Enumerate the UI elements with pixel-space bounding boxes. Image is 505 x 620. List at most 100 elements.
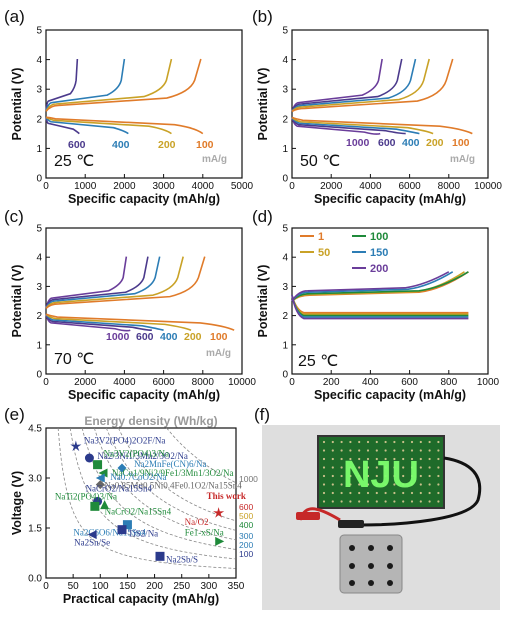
charge-curve-200: [291, 271, 450, 302]
led-dot: [384, 449, 387, 452]
led-dot: [402, 483, 405, 486]
led-dot: [428, 440, 431, 444]
x-tick-label: 0: [289, 377, 295, 388]
point-label: TiS2/Na: [128, 529, 158, 539]
led-dot: [428, 457, 431, 461]
this-work-label: This work: [207, 491, 246, 501]
discharge-curve-1: [291, 294, 469, 314]
led-dot: [322, 500, 326, 503]
led-dot: [322, 483, 326, 486]
y-tick-label: 5: [36, 26, 42, 37]
y-tick-label: 1: [282, 340, 288, 351]
led-dot: [358, 483, 361, 486]
energy-contour-400: [93, 427, 236, 541]
discharge-curve-50: [291, 294, 469, 315]
legend-label-100: 100: [370, 231, 388, 243]
y-tick-label: 4: [36, 55, 42, 66]
led-dot: [322, 491, 326, 495]
rate-label-400: 400: [112, 139, 130, 151]
led-dot: [437, 500, 440, 503]
led-dot: [322, 457, 326, 461]
led-dot: [419, 449, 422, 452]
energy-level-label-100: 100: [239, 549, 253, 559]
y-tick-label: 5: [282, 224, 288, 235]
scatter-point: [100, 500, 110, 510]
led-dot: [340, 500, 343, 503]
led-dot: [366, 457, 370, 461]
led-dot: [331, 440, 334, 444]
charge-curve-1000: [291, 58, 383, 112]
x-tick-label: 0: [43, 581, 49, 592]
point-label: NaCrO2/Na15Sn4: [86, 483, 153, 493]
led-dot: [410, 457, 414, 461]
point-label: NaCrO2/Na15Sn4: [105, 507, 172, 517]
scatter-point: [155, 551, 165, 561]
cell-hole: [349, 545, 355, 551]
unit-label: mA/g: [202, 154, 227, 165]
x-tick-label: 1000: [477, 377, 500, 388]
led-dot: [437, 491, 440, 495]
rate-label-400: 400: [402, 137, 420, 149]
led-dot: [331, 483, 334, 486]
x-axis-label: Specific capacity (mAh/g): [68, 192, 220, 206]
x-tick-label: 300: [201, 581, 218, 592]
led-dot: [358, 474, 361, 478]
panel-label-b: (b): [252, 7, 273, 26]
led-dot: [331, 500, 334, 503]
point-label: Na0.85Mn0.5Ni0.4Fe0.1O2/Na15Sn4: [104, 481, 242, 491]
rate-label-200: 200: [426, 137, 444, 149]
y-tick-label: 5: [282, 26, 288, 37]
x-tick-label: 200: [146, 581, 163, 592]
x-tick-label: 4000: [359, 181, 382, 192]
y-tick-label: 3: [36, 282, 42, 293]
led-dot: [331, 457, 334, 461]
legend-label-150: 150: [370, 247, 388, 259]
rate-label-1000: 1000: [346, 137, 370, 149]
chart-b: 0 2000 4000 6000 8000 10000 0 1 2 3 4 5 Specific cap…: [256, 26, 502, 207]
scatter-point: [215, 536, 225, 546]
panel-label-f: (f): [254, 405, 270, 424]
led-board: [317, 435, 445, 509]
y-tick-label: 0: [282, 370, 288, 381]
cell-hole: [349, 580, 355, 586]
led-dot: [384, 466, 387, 469]
led-dot: [375, 449, 378, 452]
x-tick-label: 0: [43, 181, 49, 192]
x-tick-label: 10000: [228, 377, 256, 388]
x-tick-label: 6000: [152, 377, 175, 388]
y-tick-label: 0: [282, 174, 288, 185]
point-label: NaCu1/9Ni2/9Fe1/3Mn1/3O2/Na: [112, 468, 234, 478]
led-dot: [437, 466, 440, 469]
led-dot: [358, 449, 361, 452]
y-axis-label: Potential (V): [10, 265, 24, 338]
x-tick-label: 3000: [152, 181, 175, 192]
led-dot: [428, 491, 431, 495]
rate-label-100: 100: [196, 139, 214, 151]
charge-curve-100: [45, 256, 206, 309]
x-axis-label: Specific capacity (mAh/g): [314, 192, 466, 206]
y-axis-label: Voltage (V): [10, 471, 24, 535]
led-dot: [393, 491, 396, 495]
plot-frame: [45, 227, 243, 375]
led-dot: [410, 491, 414, 495]
led-dot: [349, 491, 352, 495]
led-dot: [331, 474, 334, 478]
led-dot: [322, 440, 326, 444]
led-dot: [393, 457, 396, 461]
cell-hole: [387, 563, 393, 569]
point-label: Fe1-xS/Na: [185, 527, 224, 537]
chart-e: 0 50 100 150 200 250 300 350 0.0 1.5 3.0 4.5 Practic…: [10, 414, 258, 606]
led-dot: [331, 449, 334, 452]
y-tick-label: 2: [36, 114, 42, 125]
led-dot: [375, 483, 378, 486]
panel-label-d: (d): [252, 207, 273, 226]
rate-label-200: 200: [158, 139, 176, 151]
plot-frame: [45, 29, 243, 179]
point-label: Na/O2: [185, 517, 209, 527]
x-tick-label: 1000: [74, 181, 97, 192]
led-dot: [419, 491, 422, 495]
led-dot: [437, 440, 440, 444]
x-tick-label: 600: [401, 377, 418, 388]
red-clip: [296, 512, 320, 520]
